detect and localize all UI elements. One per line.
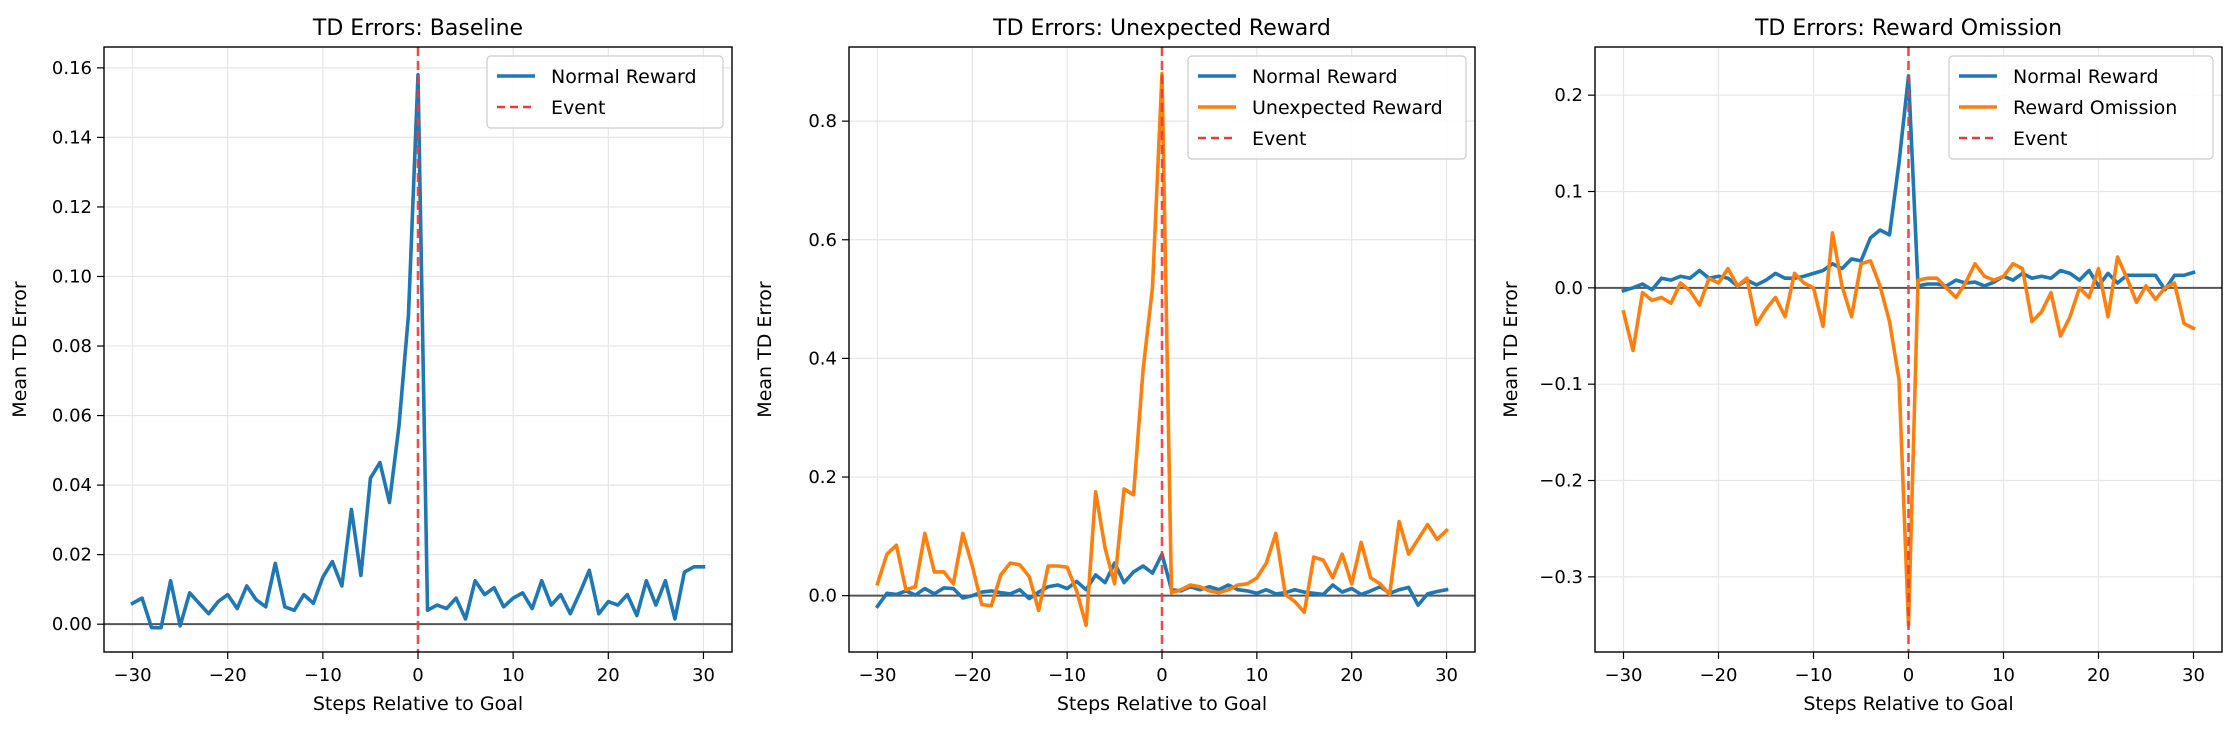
x-tick-label: 0 xyxy=(1903,665,1914,686)
x-tick-label: 10 xyxy=(1245,665,1268,686)
x-tick-label: 10 xyxy=(502,665,525,686)
y-tick-label: 0.10 xyxy=(52,266,92,287)
y-tick-label: 0.00 xyxy=(52,614,92,635)
x-tick-label: −30 xyxy=(858,665,896,686)
y-tick-label: −0.1 xyxy=(1539,374,1583,395)
legend-label: Event xyxy=(1252,128,1306,150)
x-tick-label: −10 xyxy=(304,665,342,686)
axes-frame xyxy=(848,46,1476,653)
series-line-normal-reward xyxy=(130,73,706,630)
axes-frame xyxy=(103,46,733,653)
y-tick-label: −0.3 xyxy=(1539,567,1583,588)
legend-label: Unexpected Reward xyxy=(1252,97,1443,119)
legend-label: Normal Reward xyxy=(551,66,697,88)
y-tick-label: 0.0 xyxy=(1554,278,1583,299)
chart-title: TD Errors: Unexpected Reward xyxy=(992,16,1331,41)
chart-title: TD Errors: Reward Omission xyxy=(1754,16,2062,41)
y-tick-label: 0.8 xyxy=(808,111,837,132)
legend-label: Event xyxy=(2013,128,2067,150)
chart-title: TD Errors: Baseline xyxy=(312,16,523,41)
legend-box xyxy=(1948,55,2214,160)
legend: Normal Reward Unexpected Reward Event xyxy=(1187,55,1467,160)
x-tick-label: 20 xyxy=(597,665,620,686)
x-tick-label: −30 xyxy=(1605,665,1643,686)
y-axis-label: Mean TD Error xyxy=(9,281,31,418)
y-axis-label: Mean TD Error xyxy=(754,281,776,418)
legend-label: Normal Reward xyxy=(2013,66,2159,88)
legend-box xyxy=(1187,55,1467,160)
y-tick-label: 0.04 xyxy=(52,475,92,496)
x-tick-label: −10 xyxy=(1795,665,1833,686)
x-tick-label: 20 xyxy=(1340,665,1363,686)
y-tick-label: 0.16 xyxy=(52,58,92,79)
plot-area xyxy=(104,47,732,652)
y-tick-label: 0.1 xyxy=(1554,182,1583,203)
y-tick-label: 0.2 xyxy=(808,467,837,488)
legend: Normal Reward Event xyxy=(486,55,724,129)
y-tick-label: 0.02 xyxy=(52,545,92,566)
legend-label: Normal Reward xyxy=(1252,66,1398,88)
x-tick-label: 30 xyxy=(1435,665,1458,686)
x-tick-label: 30 xyxy=(692,665,715,686)
plot-area xyxy=(1595,47,2222,652)
y-tick-label: 0.14 xyxy=(52,127,92,148)
x-tick-label: −30 xyxy=(114,665,152,686)
y-axis-label: Mean TD Error xyxy=(1500,281,1522,418)
y-tick-label: 0.0 xyxy=(808,586,837,607)
y-tick-label: 0.4 xyxy=(808,348,837,369)
x-tick-label: −20 xyxy=(953,665,991,686)
x-tick-label: 0 xyxy=(412,665,423,686)
y-tick-label: 0.6 xyxy=(808,230,837,251)
x-axis-label: Steps Relative to Goal xyxy=(1057,693,1267,715)
x-tick-label: 10 xyxy=(1992,665,2015,686)
axes-frame xyxy=(1594,46,2223,653)
legend-label: Reward Omission xyxy=(2013,97,2177,119)
chart-panel-3: −30 −20 −10 0 10 20 30 −0.3 −0.2 −0.1 0.0 0.1 0.2 TD … xyxy=(1500,16,2223,715)
x-tick-label: −10 xyxy=(1048,665,1086,686)
plot-area xyxy=(849,47,1475,652)
x-tick-label: −20 xyxy=(1700,665,1738,686)
legend: Normal Reward Reward Omission Event xyxy=(1948,55,2214,160)
chart-panel-2: −30 −20 −10 0 10 20 30 0.0 0.2 0.4 0.6 0.8 TD Errors… xyxy=(754,16,1476,715)
y-tick-label: 0.06 xyxy=(52,406,92,427)
y-tick-label: 0.08 xyxy=(52,336,92,357)
y-tick-label: −0.2 xyxy=(1539,471,1583,492)
legend-label: Event xyxy=(551,97,605,119)
legend-box xyxy=(486,55,724,129)
x-axis-label: Steps Relative to Goal xyxy=(1803,693,2013,715)
x-tick-label: 0 xyxy=(1156,665,1167,686)
chart-panel-1: −30 −20 −10 0 10 20 30 0.00 0.02 0.04 0.06 0.08 0.10… xyxy=(9,16,733,715)
x-axis-label: Steps Relative to Goal xyxy=(313,693,523,715)
y-tick-label: 0.12 xyxy=(52,197,92,218)
x-tick-label: 30 xyxy=(2182,665,2205,686)
x-tick-label: 20 xyxy=(2087,665,2110,686)
series-line-unexpected-reward xyxy=(875,71,1450,628)
x-tick-label: −20 xyxy=(209,665,247,686)
y-tick-label: 0.2 xyxy=(1554,85,1583,106)
